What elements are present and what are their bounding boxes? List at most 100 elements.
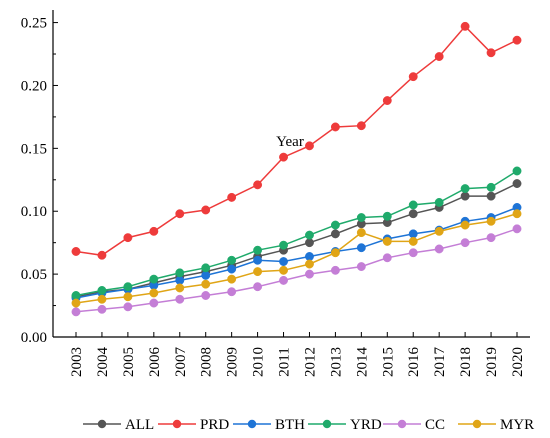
data-point-yrd [486, 182, 496, 192]
x-tick-label: 2018 [458, 347, 474, 377]
data-point-myr [305, 259, 314, 269]
data-point-myr [356, 228, 366, 238]
legend-item-prd: PRD [158, 417, 229, 433]
data-point-prd [305, 141, 314, 151]
legend-item-cc: CC [383, 417, 445, 433]
data-point-prd [149, 226, 159, 236]
data-point-yrd [97, 286, 107, 295]
data-point-yrd [512, 166, 522, 176]
data-point-myr [408, 236, 418, 246]
y-tick-label: 0.15 [21, 141, 47, 157]
legend: ALL PRD BTH YRD CC MYR [83, 417, 534, 433]
x-tick-label: 2005 [121, 347, 137, 377]
data-point-bth [305, 252, 314, 261]
legend-label: ALL [125, 417, 154, 433]
x-tick-label: 2015 [380, 347, 396, 377]
data-point-bth [253, 255, 263, 265]
legend-label: PRD [200, 417, 229, 433]
data-point-bth [408, 229, 418, 239]
y-tick-label: 0.10 [21, 204, 47, 220]
legend-swatch-marker [97, 419, 107, 429]
data-point-yrd [382, 211, 392, 221]
data-point-cc [175, 294, 185, 304]
x-tick-label: 2008 [199, 347, 215, 377]
x-tick-label: 2006 [147, 347, 163, 378]
data-point-myr [434, 226, 444, 236]
x-tick-label: 2013 [328, 347, 344, 377]
data-point-bth [279, 257, 288, 266]
x-tick-label: 2011 [277, 347, 293, 376]
series-line-bth [75, 206, 518, 299]
data-point-yrd [305, 230, 314, 240]
data-point-myr [279, 265, 288, 275]
x-tick-label: 2004 [95, 347, 111, 378]
data-point-myr [175, 283, 185, 293]
data-point-prd [330, 122, 340, 132]
data-point-yrd [356, 213, 366, 222]
legend-label: YRD [350, 417, 382, 433]
legend-label: MYR [500, 417, 534, 433]
data-point-prd [512, 35, 522, 45]
data-point-prd [434, 52, 444, 61]
data-point-yrd [408, 200, 418, 210]
data-point-prd [486, 48, 496, 58]
data-point-myr [149, 288, 159, 298]
x-tick-label: 2009 [225, 347, 241, 377]
data-point-prd [356, 121, 366, 131]
data-point-cc [71, 307, 81, 317]
plot-area [71, 21, 522, 317]
y-tick-label: 0.20 [21, 78, 47, 94]
legend-label: CC [425, 417, 445, 433]
data-point-bth [175, 275, 185, 285]
data-point-myr [486, 216, 496, 226]
data-point-yrd [330, 220, 340, 230]
x-tick-label: 2010 [251, 347, 267, 377]
x-axis-title: Year [276, 134, 304, 150]
data-point-cc [356, 262, 366, 272]
data-point-prd [201, 205, 211, 215]
data-point-prd [123, 233, 133, 243]
data-point-yrd [279, 240, 288, 250]
series-bth [71, 203, 522, 303]
data-point-yrd [149, 274, 159, 284]
data-point-prd [253, 180, 263, 190]
series-cc [71, 224, 522, 317]
data-point-prd [382, 96, 392, 106]
data-point-all [330, 229, 340, 239]
data-point-cc [123, 302, 133, 312]
data-point-cc [330, 265, 340, 275]
data-point-cc [512, 224, 522, 234]
axes [52, 10, 530, 338]
data-point-cc [382, 253, 392, 263]
data-point-yrd [71, 291, 81, 300]
data-point-myr [97, 294, 107, 304]
legend-swatch-marker [322, 419, 332, 429]
data-point-prd [227, 192, 237, 202]
data-point-cc [460, 238, 470, 248]
data-point-prd [279, 152, 288, 162]
data-point-yrd [253, 245, 263, 255]
data-point-all [486, 191, 496, 201]
data-point-all [460, 191, 470, 201]
data-point-cc [97, 304, 107, 314]
x-tick-label: 2020 [510, 347, 526, 377]
data-point-cc [305, 269, 314, 279]
data-point-prd [97, 250, 107, 260]
legend-item-all: ALL [83, 417, 154, 433]
data-point-cc [408, 248, 418, 258]
x-tick-label: 2003 [69, 347, 85, 377]
data-point-yrd [227, 255, 237, 265]
data-point-yrd [123, 282, 133, 292]
data-point-cc [149, 298, 159, 308]
data-point-yrd [201, 263, 211, 273]
legend-swatch-marker [247, 419, 257, 429]
series-line-yrd [75, 170, 518, 297]
data-point-prd [408, 72, 418, 82]
series-yrd [71, 166, 522, 300]
data-point-all [408, 209, 418, 219]
legend-swatch-marker [472, 419, 482, 429]
legend-item-myr: MYR [458, 417, 534, 433]
data-point-myr [227, 274, 237, 284]
tick-labels: 0.00 0.05 0.10 0.15 0.20 0.25 2003 2004 2005 2006… [21, 16, 526, 377]
